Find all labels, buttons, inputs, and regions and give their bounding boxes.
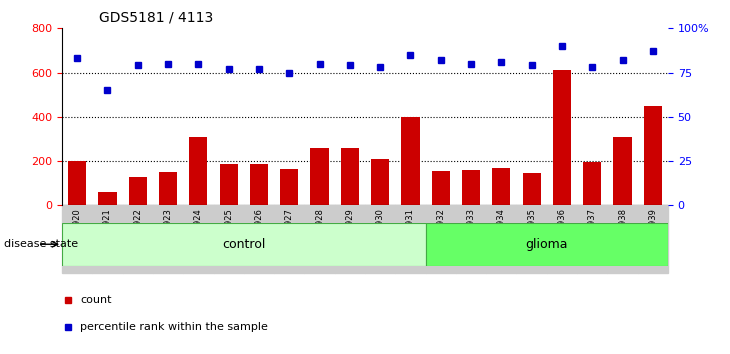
Bar [244,205,274,273]
Bar [62,205,93,273]
Bar [304,205,335,273]
Bar [517,205,547,273]
Text: glioma: glioma [526,238,568,251]
Bar [93,205,123,273]
Bar [153,205,183,273]
Bar [583,162,602,205]
Text: percentile rank within the sample: percentile rank within the sample [80,321,268,332]
Bar [62,223,426,266]
Bar [431,171,450,205]
Bar [341,148,359,205]
Bar [189,137,207,205]
Bar [462,170,480,205]
Bar [426,223,668,266]
Bar [638,205,668,273]
Bar [214,205,244,273]
Bar [553,70,571,205]
Bar [402,117,420,205]
Text: GDS5181 / 4113: GDS5181 / 4113 [99,11,213,25]
Bar [486,205,517,273]
Text: disease state: disease state [4,239,78,249]
Bar [426,205,456,273]
Bar [280,169,299,205]
Bar [613,137,631,205]
Bar [547,205,577,273]
Bar [274,205,304,273]
Text: count: count [80,295,112,305]
Bar [644,106,662,205]
Bar [607,205,638,273]
Bar [99,192,117,205]
Bar [159,172,177,205]
Bar [128,177,147,205]
Bar [68,161,86,205]
Bar [123,205,153,273]
Bar [365,205,396,273]
Bar [250,164,268,205]
Bar [492,168,510,205]
Bar [523,173,541,205]
Bar [577,205,607,273]
Bar [220,164,238,205]
Bar [335,205,365,273]
Bar [396,205,426,273]
Bar [310,148,328,205]
Bar [456,205,486,273]
Bar [371,159,389,205]
Bar [183,205,214,273]
Text: control: control [222,238,266,251]
